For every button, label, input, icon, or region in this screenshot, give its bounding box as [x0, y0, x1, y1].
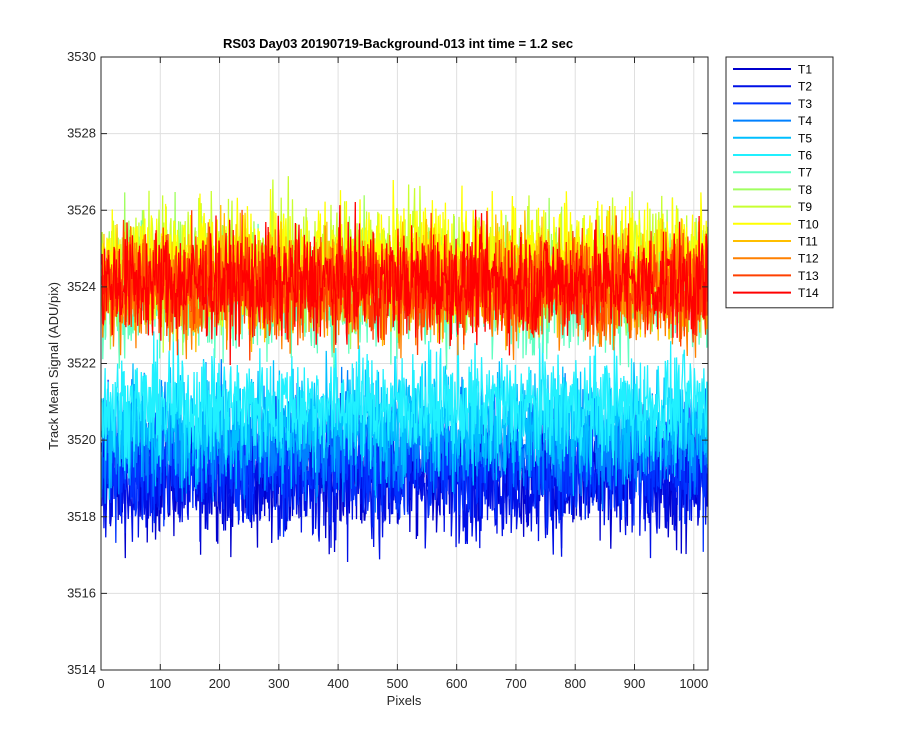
legend-label: T3 — [798, 97, 812, 111]
series-line-t5 — [101, 350, 708, 500]
legend-label: T1 — [798, 63, 812, 77]
x-tick-label: 400 — [327, 676, 349, 691]
legend-label: T14 — [798, 286, 819, 300]
y-tick-label: 3516 — [67, 585, 96, 600]
x-tick-label: 200 — [209, 676, 231, 691]
y-tick-label: 3526 — [67, 202, 96, 217]
legend-label: T6 — [798, 149, 812, 163]
legend-label: T12 — [798, 252, 819, 266]
y-tick-label: 3518 — [67, 509, 96, 524]
series-line-t3 — [101, 379, 708, 552]
chart-title: RS03 Day03 20190719-Background-013 int t… — [223, 36, 573, 51]
y-axis-ticks: 3514 3516 3518 3520 3522 3524 3526 3528 3530 — [67, 49, 708, 677]
legend-label: T2 — [798, 80, 812, 94]
legend-label: T8 — [798, 183, 812, 197]
legend-label: T10 — [798, 217, 819, 231]
x-axis-ticks: 0 100 200 300 400 500 600 700 800 900 1000 — [97, 57, 708, 691]
x-tick-label: 500 — [387, 676, 409, 691]
x-axis-label: Pixels — [387, 693, 422, 708]
y-tick-label: 3530 — [67, 49, 96, 64]
y-tick-label: 3522 — [67, 356, 96, 371]
legend-box — [725, 56, 834, 309]
y-tick-label: 3528 — [67, 126, 96, 141]
legend-label: T5 — [798, 131, 812, 145]
x-tick-label: 100 — [149, 676, 171, 691]
legend: T1 T2 T3 T4 T5 T6 T7 T8 T9 T10 T11 T12 T13 T14 — [725, 56, 834, 309]
legend-label: T7 — [798, 166, 812, 180]
series-line-t6 — [101, 331, 708, 479]
series-lines — [101, 176, 708, 562]
x-tick-label: 800 — [564, 676, 586, 691]
x-tick-label: 300 — [268, 676, 290, 691]
y-tick-label: 3524 — [67, 279, 96, 294]
legend-label: T11 — [798, 235, 818, 249]
x-tick-label: 0 — [97, 676, 104, 691]
legend-label: T9 — [798, 200, 812, 214]
y-axis-label: Track Mean Signal (ADU/pix) — [46, 282, 61, 450]
y-tick-label: 3514 — [67, 662, 96, 677]
x-tick-label: 600 — [446, 676, 468, 691]
x-tick-label: 900 — [624, 676, 646, 691]
series-line-t14 — [101, 202, 708, 365]
x-tick-label: 700 — [505, 676, 527, 691]
x-tick-label: 1000 — [679, 676, 708, 691]
legend-label: T13 — [798, 269, 819, 283]
legend-label: T4 — [798, 114, 812, 128]
y-tick-label: 3520 — [67, 432, 96, 447]
